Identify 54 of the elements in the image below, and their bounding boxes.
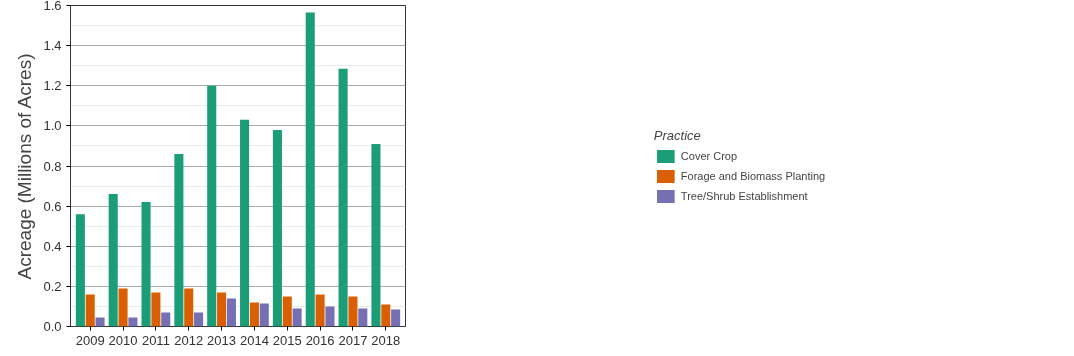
legend-title: Practice bbox=[653, 127, 702, 143]
bar bbox=[207, 85, 217, 327]
bar bbox=[161, 312, 171, 327]
y-tick-label: 0.2 bbox=[43, 278, 62, 294]
x-tick-label: 2018 bbox=[371, 332, 401, 348]
x-tick-label: 2012 bbox=[174, 332, 204, 348]
bar bbox=[108, 194, 118, 327]
x-tick-label: 2014 bbox=[239, 332, 269, 348]
y-tick-label: 1.6 bbox=[43, 0, 62, 13]
bar bbox=[226, 298, 236, 327]
x-tick-label: 2013 bbox=[207, 332, 237, 348]
bar bbox=[371, 143, 381, 327]
bar bbox=[325, 306, 335, 327]
bar bbox=[194, 312, 204, 327]
bar bbox=[141, 202, 151, 327]
bar bbox=[95, 317, 105, 327]
bar bbox=[118, 288, 128, 327]
bar bbox=[259, 303, 269, 327]
y-tick-label: 0.0 bbox=[43, 319, 62, 334]
bar bbox=[358, 308, 368, 327]
bar bbox=[338, 68, 348, 327]
x-tick-label: 2010 bbox=[108, 332, 138, 348]
bar bbox=[381, 304, 391, 327]
bar bbox=[217, 292, 227, 327]
bar bbox=[315, 294, 325, 327]
bar bbox=[305, 12, 315, 327]
x-tick-label: 2009 bbox=[75, 332, 105, 348]
y-tick-label: 0.6 bbox=[43, 198, 62, 214]
bar bbox=[348, 296, 358, 327]
bar bbox=[184, 288, 194, 327]
legend-label: Cover Crop bbox=[680, 149, 738, 162]
bar bbox=[240, 119, 250, 327]
bar bbox=[292, 308, 302, 327]
x-tick-label: 2015 bbox=[272, 332, 302, 348]
bar bbox=[75, 214, 85, 327]
bar bbox=[85, 294, 95, 327]
x-tick-label: 2011 bbox=[141, 332, 170, 348]
legend-label: Tree/Shrub Establishment bbox=[680, 189, 808, 202]
y-tick-label: 0.8 bbox=[43, 158, 62, 174]
bar bbox=[391, 309, 401, 327]
legend-label: Forage and Biomass Planting bbox=[680, 169, 826, 182]
y-tick-label: 1.0 bbox=[43, 118, 62, 134]
x-tick-label: 2016 bbox=[305, 332, 335, 348]
x-tick-label: 2017 bbox=[338, 332, 368, 348]
bar bbox=[282, 296, 292, 327]
bar bbox=[128, 317, 138, 327]
bar bbox=[272, 129, 282, 327]
y-tick-label: 1.4 bbox=[43, 38, 62, 54]
bar bbox=[174, 153, 184, 327]
y-tick-label: 1.2 bbox=[43, 78, 62, 94]
bar bbox=[249, 302, 259, 327]
y-axis-title: Acreage (Millions of Acres) bbox=[14, 53, 36, 280]
y-tick-label: 0.4 bbox=[43, 238, 62, 254]
bar bbox=[151, 292, 161, 327]
